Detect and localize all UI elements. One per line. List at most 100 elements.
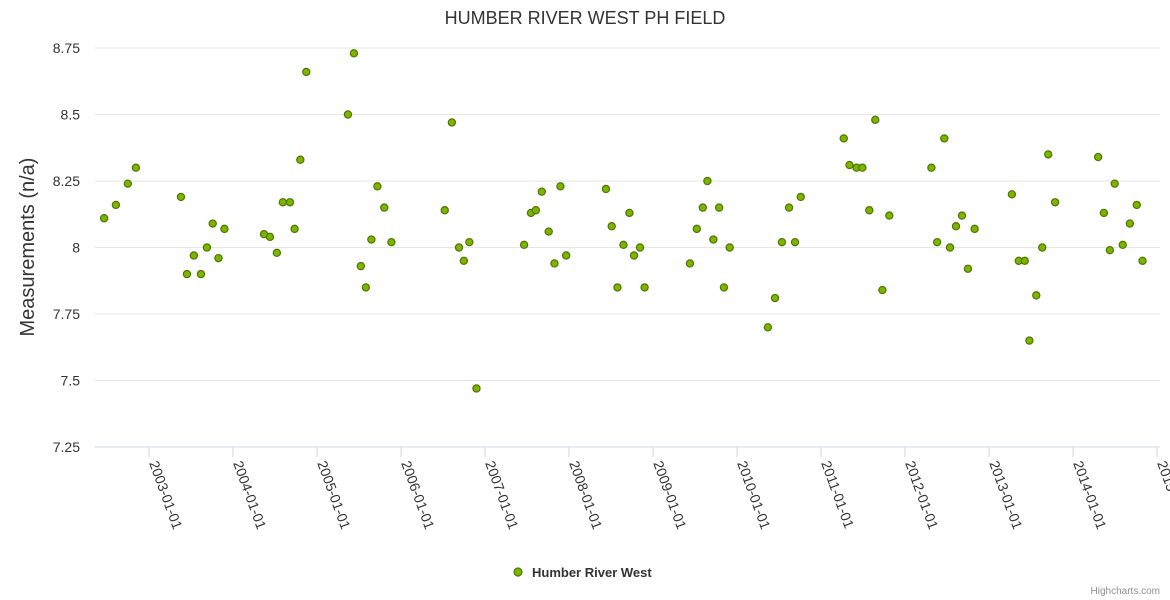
data-point[interactable] [777,237,787,247]
data-point[interactable] [1118,240,1127,250]
data-point[interactable] [202,243,212,252]
data-point[interactable] [1044,150,1053,159]
data-point[interactable] [454,243,464,252]
x-tick-label: 2012-01-01 [902,459,942,532]
data-point[interactable] [878,285,887,295]
data-point[interactable] [537,187,547,196]
data-point[interactable] [1093,152,1103,162]
x-tick-label: 2011-01-01 [818,459,857,531]
data-point[interactable] [561,251,571,260]
credits-link[interactable]: Highcharts.com [1091,586,1160,597]
data-point[interactable] [790,237,800,247]
data-point[interactable] [932,237,942,247]
data-point[interactable] [945,243,955,252]
data-point[interactable] [550,259,559,268]
data-point[interactable] [380,203,389,212]
legend[interactable]: Humber River West [513,565,652,580]
y-tick-label: 8.25 [53,173,80,189]
data-point[interactable] [296,155,305,164]
data-point[interactable] [214,253,223,263]
data-point[interactable] [302,67,311,77]
data-point[interactable] [189,251,199,260]
data-point[interactable] [796,192,805,202]
data-point[interactable] [1110,179,1119,188]
data-point[interactable] [625,208,634,218]
data-point[interactable] [1138,256,1147,265]
data-point[interactable] [387,237,396,247]
data-point[interactable] [635,243,645,252]
data-point[interactable] [963,264,973,273]
data-point[interactable] [613,283,622,292]
data-point[interactable] [123,179,133,188]
data-point[interactable] [692,224,702,234]
data-point[interactable] [629,251,639,260]
data-point[interactable] [927,163,936,172]
data-point[interactable] [885,211,894,220]
data-point[interactable] [343,110,353,119]
data-point[interactable] [1132,200,1141,210]
data-point[interactable] [725,243,734,252]
data-point[interactable] [940,134,949,143]
data-point[interactable] [208,219,217,228]
legend-series-name[interactable]: Humber River West [532,565,652,580]
data-point[interactable] [272,248,282,258]
data-point[interactable] [182,269,192,279]
y-axis-label: Measurements (n/a) [17,158,39,337]
data-point[interactable] [196,269,206,279]
data-point[interactable] [361,283,371,292]
data-point[interactable] [709,235,718,244]
data-point[interactable] [99,214,109,223]
data-point[interactable] [531,206,541,215]
data-point[interactable] [1025,336,1034,345]
data-point[interactable] [763,323,773,332]
data-point[interactable] [440,206,449,215]
data-point[interactable] [349,49,359,58]
data-point[interactable] [1020,256,1029,265]
data-point[interactable] [839,134,848,143]
data-point[interactable] [703,176,712,186]
data-point[interactable] [519,240,529,250]
data-point[interactable] [970,224,979,234]
data-point[interactable] [265,232,275,242]
data-point[interactable] [111,200,121,210]
data-point[interactable] [858,163,867,172]
data-point[interactable] [601,184,611,194]
data-point[interactable] [447,118,457,127]
data-point[interactable] [278,198,288,207]
data-point[interactable] [640,283,649,292]
data-point[interactable] [607,222,616,231]
data-point[interactable] [1105,245,1115,255]
data-point[interactable] [472,384,481,393]
data-point[interactable] [957,211,967,220]
data-point[interactable] [1038,243,1047,252]
data-point[interactable] [845,160,854,170]
data-point[interactable] [865,206,874,215]
data-point[interactable] [770,293,780,303]
data-point[interactable] [556,182,565,191]
data-point[interactable] [1032,291,1041,300]
data-point[interactable] [373,182,382,191]
data-point[interactable] [951,222,961,231]
data-point[interactable] [1007,190,1017,199]
data-point[interactable] [131,163,141,172]
data-point[interactable] [290,224,299,234]
data-point[interactable] [714,203,724,212]
data-point[interactable] [1050,198,1060,207]
data-point[interactable] [285,198,295,207]
data-point[interactable] [465,237,474,247]
data-point[interactable] [698,203,707,212]
data-point[interactable] [1125,219,1135,228]
data-point[interactable] [544,227,553,236]
data-point[interactable] [176,192,186,202]
data-point[interactable] [1099,208,1109,218]
data-point[interactable] [719,283,729,292]
data-point[interactable] [459,256,469,265]
data-point[interactable] [619,240,628,250]
data-point[interactable] [871,115,880,125]
data-point[interactable] [356,261,366,271]
data-point[interactable] [784,203,794,212]
data-point[interactable] [220,224,229,234]
data-point[interactable] [367,235,376,244]
data-point[interactable] [685,259,695,268]
